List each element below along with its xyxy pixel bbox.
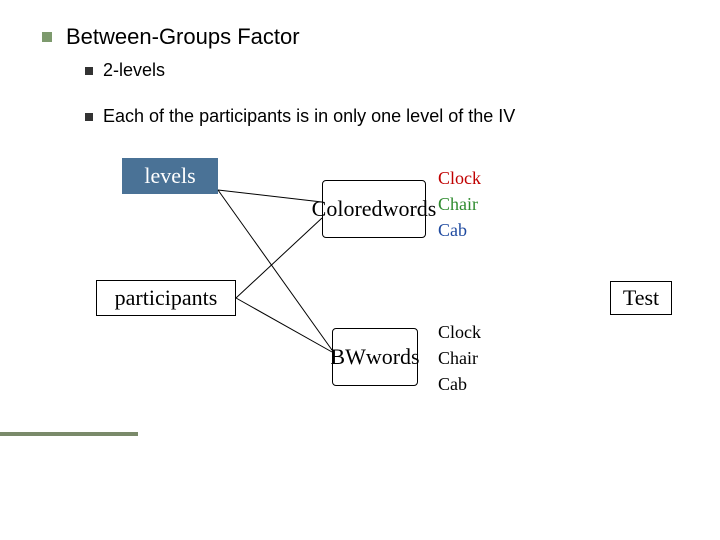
accent-line <box>0 432 138 436</box>
sub-bullet-text: 2-levels <box>103 60 165 81</box>
page-title: Between-Groups Factor <box>66 24 300 50</box>
stimulus-word: Chair <box>438 348 478 369</box>
stimulus-word: Cab <box>438 220 467 241</box>
stimulus-word: Clock <box>438 168 481 189</box>
stimulus-word: Cab <box>438 374 467 395</box>
participants-box: participants <box>96 280 236 316</box>
bw-words-box: BWwords <box>332 328 418 386</box>
stimulus-word: Chair <box>438 194 478 215</box>
bullet-sub <box>85 67 93 75</box>
bullet-sub <box>85 113 93 121</box>
bullet-main <box>42 32 52 42</box>
sub-bullet-text: Each of the participants is in only one … <box>103 106 515 127</box>
connector-lines <box>0 0 720 540</box>
test-box: Test <box>610 281 672 315</box>
word-box-line: Colored <box>312 197 383 221</box>
word-box-line: BW <box>330 345 365 369</box>
colored-words-box: Coloredwords <box>322 180 426 238</box>
stimulus-word: Clock <box>438 322 481 343</box>
levels-box: levels <box>122 158 218 194</box>
word-box-line: words <box>366 345 420 369</box>
word-box-line: words <box>383 197 437 221</box>
